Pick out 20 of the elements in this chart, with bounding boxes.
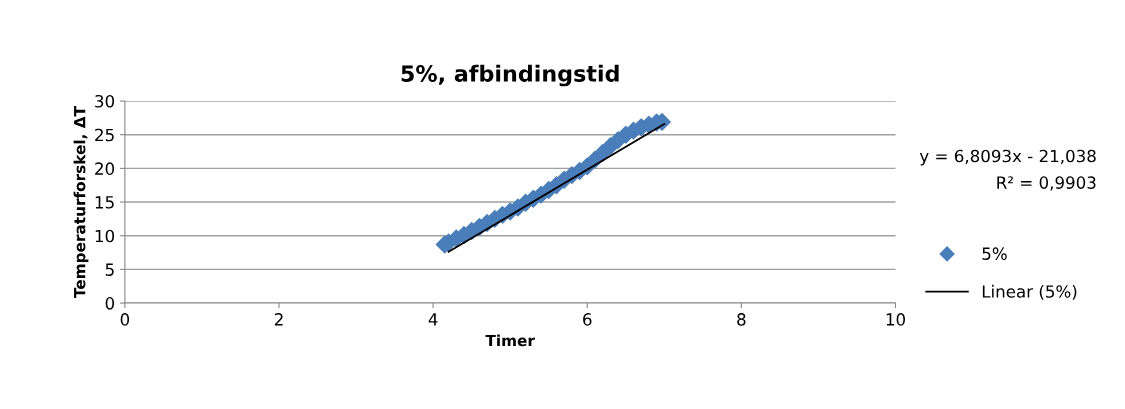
legend-label: 5% xyxy=(982,247,1007,260)
x-tick-label: 2 xyxy=(274,313,283,326)
y-tick-label: 30 xyxy=(95,94,115,108)
y-tick-label: 15 xyxy=(95,196,114,209)
x-tick-label: 0 xyxy=(120,313,130,326)
y-tick-label: 10 xyxy=(95,229,115,243)
x-tick-label: 8 xyxy=(737,313,746,326)
y-tick-label: 0 xyxy=(105,297,115,310)
x-axis-title: Timer xyxy=(485,334,535,347)
y-tick-label: 5 xyxy=(105,263,114,276)
y-tick-label: 25 xyxy=(95,128,114,142)
text: y = 6,8093x - 21,038 xyxy=(919,149,1096,166)
y-tick-label: 20 xyxy=(95,162,115,175)
text: R² = 0,9903 xyxy=(997,176,1096,191)
x-tick-label: 6 xyxy=(583,313,592,326)
x-tick-label: 10 xyxy=(886,313,905,326)
legend-label: Linear (5%) xyxy=(982,284,1077,300)
y-axis-title: Temperaturforskel, ΔT xyxy=(73,106,89,298)
chart-title: 5%, afbindingstid xyxy=(401,64,619,87)
x-tick-label: 4 xyxy=(428,313,438,326)
